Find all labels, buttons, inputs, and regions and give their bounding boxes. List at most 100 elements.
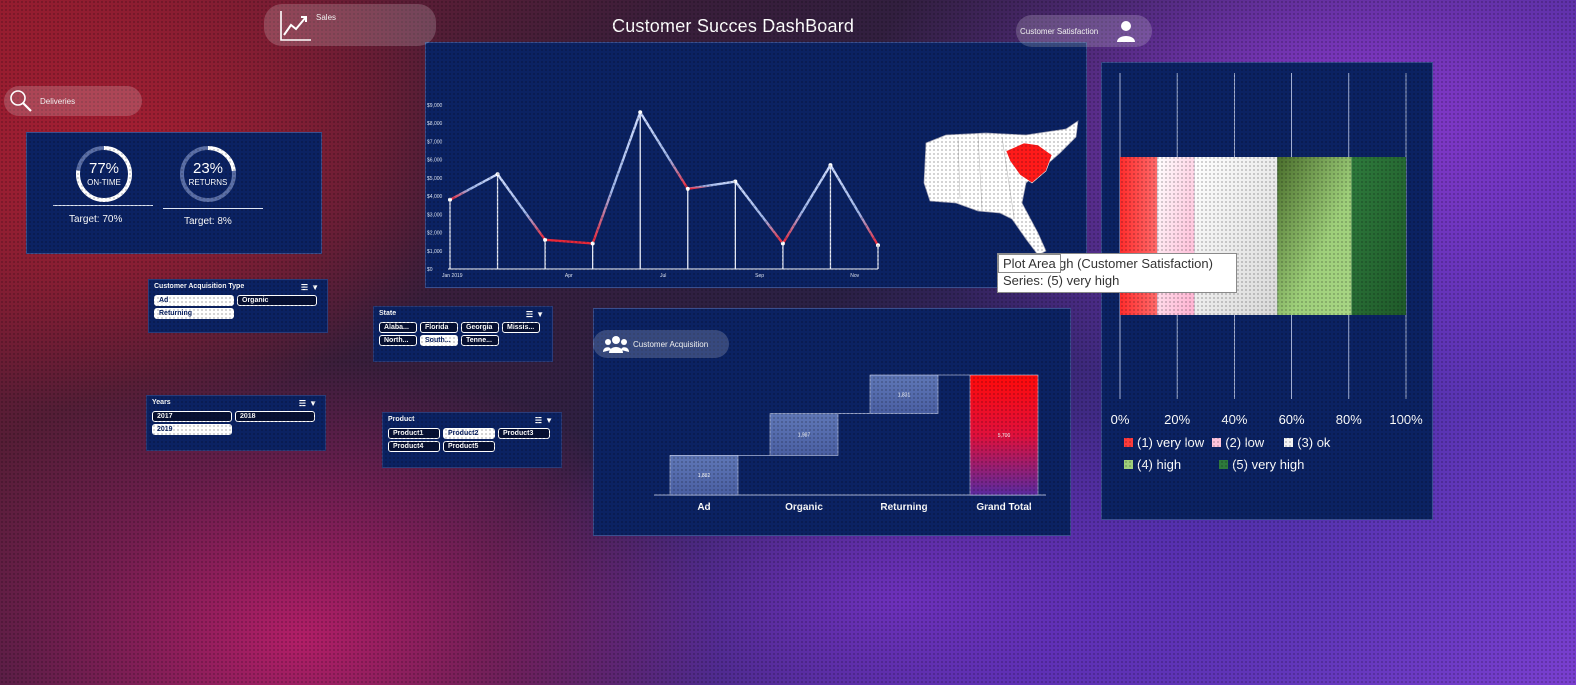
customer-satisfaction-nav-button[interactable]: Customer Satisfaction: [1016, 15, 1152, 47]
slicer-option[interactable]: Product4: [388, 441, 440, 452]
acquisition-type-slicer: Customer Acquisition Type ☰▼ Ad Organic Ret…: [148, 279, 328, 333]
slicer-option[interactable]: Alaba...: [379, 322, 417, 333]
returns-label: RETURNS: [189, 178, 228, 187]
data-point[interactable]: [543, 237, 548, 242]
waterfall-bar[interactable]: [769, 413, 839, 456]
data-point[interactable]: [685, 186, 690, 191]
slicer-option[interactable]: Ad: [154, 295, 234, 306]
filter-icon[interactable]: ☰▼: [298, 399, 320, 408]
legend-label: (4) high: [1137, 457, 1182, 472]
y-tick-label: $6,000: [427, 158, 443, 164]
customer-acquisition-nav-button[interactable]: Customer Acquisition: [593, 330, 729, 358]
slicer-option[interactable]: 2017: [152, 411, 232, 422]
slicer-option[interactable]: 2018: [235, 411, 315, 422]
sales-line-chart[interactable]: $0 $1,000 $2,000 $3,000 $4,000 $5,000 $6,000 $7…: [426, 43, 1088, 289]
filter-icon[interactable]: ☰▼: [534, 416, 556, 425]
slicer-option[interactable]: Tenne...: [461, 335, 499, 346]
legend-item: (3) ok: [1284, 435, 1330, 450]
legend-item: (1) very low: [1124, 435, 1204, 450]
returns-value: 23%: [193, 160, 223, 177]
y-tick-label: $2,000: [427, 231, 443, 237]
slicer-title: Product: [388, 416, 415, 423]
data-point[interactable]: [638, 110, 643, 115]
legend: (4) high (5) very high: [1124, 457, 1304, 472]
legend-swatch: [1212, 438, 1222, 447]
x-tick-label: 80%: [1336, 412, 1362, 427]
line-segment: [448, 173, 499, 201]
tooltip-line-2: Series: (5) very high: [1003, 273, 1120, 288]
waterfall-bar[interactable]: [969, 374, 1039, 496]
tooltip-line-1: gh (Customer Satisfaction): [1059, 256, 1213, 271]
acquisition-waterfall-chart[interactable]: 1,882 Ad 1,987 Organic 1,831 Returning 5,700 Gr…: [594, 309, 1072, 537]
waterfall-bar[interactable]: [869, 374, 939, 414]
slicer-option[interactable]: Florida: [420, 322, 458, 333]
data-point[interactable]: [876, 243, 880, 248]
data-point[interactable]: [448, 197, 452, 202]
slicer-option[interactable]: North...: [379, 335, 417, 346]
slicer-option[interactable]: Georgia: [461, 322, 499, 333]
deliveries-nav-button[interactable]: Deliveries: [4, 86, 142, 116]
legend-item: (5) very high: [1219, 457, 1304, 472]
sales-nav-label: Sales: [316, 12, 337, 22]
bar-value-label: 1,831: [898, 392, 911, 398]
filter-icon[interactable]: ☰▼: [300, 283, 322, 292]
legend-label: (5) very high: [1232, 457, 1305, 472]
data-point[interactable]: [495, 172, 500, 177]
x-tick-label: 20%: [1164, 412, 1190, 427]
state-map[interactable]: [923, 120, 1079, 256]
slicer-option[interactable]: Product5: [443, 441, 495, 452]
line-segment: [591, 111, 642, 245]
stacked-segment[interactable]: [1277, 157, 1352, 315]
slicer-title: State: [379, 310, 397, 317]
slicer-option[interactable]: Organic: [237, 295, 317, 306]
customer-satisfaction-nav-label: Customer Satisfaction: [1020, 26, 1099, 36]
bar-value-label: 1,882: [698, 473, 711, 479]
data-point[interactable]: [828, 163, 833, 168]
southeast-states: [923, 120, 1079, 256]
filter-icon[interactable]: ☰▼: [525, 310, 547, 319]
legend-swatch: [1219, 460, 1229, 469]
divider: [163, 208, 263, 209]
on-time-gauge: 77% ON-TIME: [76, 146, 132, 202]
south-carolina-highlight[interactable]: [1005, 142, 1053, 184]
on-time-label: ON-TIME: [87, 178, 121, 187]
data-point[interactable]: [780, 241, 785, 246]
legend-swatch: [1284, 438, 1294, 447]
legend-label: (3) ok: [1297, 435, 1331, 450]
x-tick-label: 0%: [1111, 412, 1130, 427]
y-tick-label: $7,000: [427, 139, 443, 145]
slicer-option[interactable]: Returning: [154, 308, 234, 319]
line-segment: [639, 111, 689, 191]
y-tick-label: $0: [427, 267, 433, 273]
slicer-option[interactable]: Product3: [498, 428, 550, 439]
sales-nav-button[interactable]: Sales: [264, 4, 436, 46]
years-slicer: Years ☰▼ 2017 2018 2019: [146, 395, 326, 451]
x-tick-label: Jul: [660, 273, 666, 279]
slicer-title: Customer Acquisition Type: [154, 283, 245, 290]
data-point[interactable]: [733, 179, 738, 184]
data-point[interactable]: [590, 241, 595, 246]
slicer-option[interactable]: Product1: [388, 428, 440, 439]
line-segment: [829, 163, 880, 247]
on-time-target: Target: 70%: [69, 214, 123, 225]
sales-trend-icon: [280, 11, 311, 41]
stacked-segment[interactable]: [1351, 157, 1406, 315]
slicer-title: Years: [152, 399, 171, 406]
category-label: Organic: [785, 502, 823, 513]
x-tick-label: Nov: [850, 273, 859, 279]
sales-chart-panel: $0 $1,000 $2,000 $3,000 $4,000 $5,000 $6,000 $7…: [425, 42, 1087, 288]
deliveries-kpi-panel: 77% ON-TIME 23% RETURNS Target: 70% Targ…: [26, 132, 322, 254]
waterfall-bar[interactable]: [669, 455, 739, 496]
plot-area-tooltip: Plot Area: [998, 254, 1061, 273]
legend-item: (2) low: [1212, 435, 1264, 450]
slicer-option[interactable]: Product2: [443, 428, 495, 439]
search-icon: [10, 90, 32, 112]
customer-acquisition-nav-label: Customer Acquisition: [633, 339, 709, 349]
slicer-option[interactable]: South...: [420, 335, 458, 346]
y-tick-label: $1,000: [427, 249, 443, 255]
slicer-option[interactable]: Missis...: [502, 322, 540, 333]
slicer-option[interactable]: 2019: [152, 424, 232, 435]
bar-value-label: 5,700: [998, 433, 1011, 439]
line-segment: [496, 173, 547, 242]
satisfaction-stacked-bar-chart[interactable]: 0% 20% 40% 60% 80% 100%: [1102, 63, 1434, 433]
